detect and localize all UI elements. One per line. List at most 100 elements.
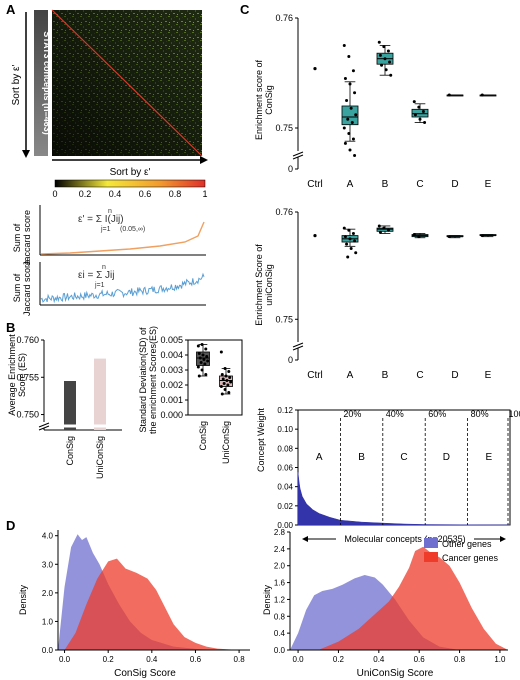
D-right-ytick-label: 2.0 <box>274 562 286 571</box>
box-point-a <box>343 77 347 80</box>
c-weight-ytick-label: 0.08 <box>277 444 293 453</box>
c-weight-ytick-label: 0.04 <box>277 483 293 492</box>
a-top-formula-sub: j=1 <box>100 226 111 233</box>
D-left-xtick-label: 0.4 <box>146 655 158 664</box>
axis-break-mark <box>38 422 50 428</box>
box-point-a <box>346 255 350 259</box>
c-weight-ytick-label: 0.10 <box>277 425 293 434</box>
box-point-uniconsig <box>219 385 223 388</box>
box-point-a <box>345 242 349 246</box>
a-top-formula-range: (0.05,∞) <box>120 226 145 233</box>
box-point-b <box>386 228 390 232</box>
box-point-b <box>378 230 382 234</box>
box-point-b <box>389 73 393 77</box>
box-point-a <box>354 113 358 117</box>
d-left-ylabel: Density <box>18 584 28 615</box>
c-weight-area <box>297 472 511 526</box>
panel-a-label: A <box>6 2 16 17</box>
c-weight-segment-label: C <box>400 452 407 463</box>
panel-c-label: C <box>240 2 250 17</box>
box-point-a <box>347 55 351 58</box>
c-weight-segment-label: B <box>358 452 365 463</box>
c-weight-arrowhead-right <box>500 536 506 542</box>
D-right-ytick-label: 1.6 <box>274 579 286 588</box>
b-box-chart: 0.000 0.001 0.002 0.003 0.004 0.005 ConSig UniC… <box>160 335 243 464</box>
c-mid-box-chart: 0.75 0.76 0 Ctrl A B C D E <box>275 207 497 381</box>
c-weight-pct-label: 20% <box>343 409 361 419</box>
box-point-ctrl <box>313 67 317 71</box>
box-point-uniconsig <box>228 376 232 379</box>
svg-text:ε' = Σ I(Jij): ε' = Σ I(Jij) <box>78 214 124 225</box>
box-point-a <box>348 82 352 86</box>
a-bot-formula-sup: n <box>102 264 106 271</box>
box-point-uniconsig <box>224 374 228 378</box>
a-top-ylabel-1: Sum of <box>12 223 22 252</box>
b-bar-chart: 0.750 0.755 0.760 ConSig UniConSig <box>16 335 122 479</box>
C-mid-xtick-label: E <box>485 370 492 381</box>
C-top-ytick-label: 0 <box>288 164 293 174</box>
a-side-bar <box>34 10 48 156</box>
D-right-ytick-label: 1.2 <box>274 595 286 604</box>
c-mid-ylabel-2: uniConSig <box>264 264 274 306</box>
box-point-b <box>378 53 382 57</box>
c-top-ylabel-1: Enrichment score of <box>254 59 264 140</box>
box-point-uniconsig <box>227 370 231 373</box>
D-left-xtick-label: 0.8 <box>234 655 246 664</box>
a-bot-formula-text: εi = Σ Jij <box>78 270 114 281</box>
D-left-ytick-label: 1.0 <box>42 617 54 626</box>
box-point-b <box>377 40 381 44</box>
D-left-area-cancer-genes <box>64 558 240 650</box>
D-right-xtick-label: 0.0 <box>293 655 305 664</box>
a-side-bar-label: STAT3 concepts (n=463) <box>42 31 52 134</box>
a-x-arrowhead <box>200 156 208 164</box>
box-point-d <box>447 235 451 239</box>
c-weight-frame <box>297 409 511 526</box>
box-point-a <box>348 237 352 241</box>
legend-swatch-other <box>424 538 438 548</box>
box-point-c <box>418 117 422 121</box>
b-bar-ytick-label: 0.755 <box>16 372 39 382</box>
b-box-ytick-label: 0.002 <box>160 380 183 390</box>
a-bot-formula: εi = Σ Jij n j=1 <box>78 264 114 289</box>
C-top-xtick-label: Ctrl <box>307 179 323 190</box>
C-mid-ytick-label: 0 <box>288 355 293 365</box>
b-bar-xtick-label: UniConSig <box>95 436 105 479</box>
box-point-a <box>354 251 358 255</box>
box-point-a <box>351 137 355 141</box>
a-y-axis-label: Sort by ε' <box>11 64 22 105</box>
D-left-ytick-label: 3.0 <box>42 560 54 569</box>
box-point-a <box>347 132 351 135</box>
b-box-ylabel-1: Standard Deviation(SD) of <box>138 327 148 433</box>
box-point-consig <box>201 353 205 357</box>
box-point-a <box>343 141 347 145</box>
a-top-formula: ε' = Σ I(Jij) n j=1 (0.05,∞) <box>78 208 145 233</box>
box-point-a <box>351 231 355 235</box>
box-point-consig <box>200 368 204 372</box>
box-point-consig <box>202 358 206 361</box>
box-point-b <box>384 68 388 72</box>
c-weight-label-bg <box>336 532 474 544</box>
box-point-uniconsig <box>222 382 226 385</box>
box-point-a <box>346 117 350 121</box>
box-point-c <box>417 105 421 109</box>
c-weight-ytick-label: 0.00 <box>277 521 293 530</box>
box-point-consig <box>197 352 201 355</box>
box-point-consig <box>196 365 200 369</box>
box-point-consig <box>200 343 204 346</box>
C-mid-ytick-label: 0.76 <box>275 207 293 217</box>
a-heatmap-diagonal <box>51 9 203 157</box>
panel-d-label: D <box>6 518 15 533</box>
c-weight-segment-label: D <box>443 452 450 463</box>
c-weight-ylabel: Concept Weight <box>256 408 266 472</box>
box-point-a <box>342 44 346 47</box>
axis-break-mark <box>292 342 304 348</box>
box-point-b <box>386 49 390 53</box>
legend-label-other: Other genes <box>442 539 492 549</box>
box-point-uniconsig <box>227 391 231 394</box>
b-box-ytick-label: 0.004 <box>160 350 183 360</box>
D-left-ytick-label: 0.0 <box>42 646 54 655</box>
c-top-box-chart: 0.75 0.76 0 Ctrl A B C D E <box>275 13 497 190</box>
box-point-uniconsig <box>220 373 224 376</box>
box-point-a <box>349 246 353 250</box>
